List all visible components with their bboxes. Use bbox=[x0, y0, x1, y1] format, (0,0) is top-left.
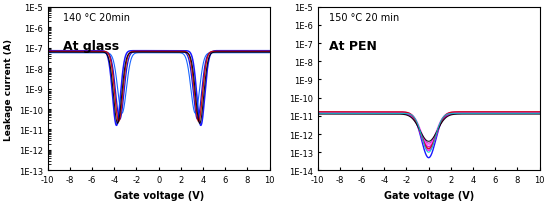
Text: 150 °C 20 min: 150 °C 20 min bbox=[329, 12, 399, 22]
Y-axis label: Leakage current (A): Leakage current (A) bbox=[4, 38, 13, 140]
Text: At PEN: At PEN bbox=[329, 40, 377, 53]
X-axis label: Gate voltage (V): Gate voltage (V) bbox=[114, 190, 204, 200]
Text: 140 °C 20min: 140 °C 20min bbox=[63, 12, 130, 22]
Text: At glass: At glass bbox=[63, 40, 119, 53]
X-axis label: Gate voltage (V): Gate voltage (V) bbox=[384, 190, 474, 200]
